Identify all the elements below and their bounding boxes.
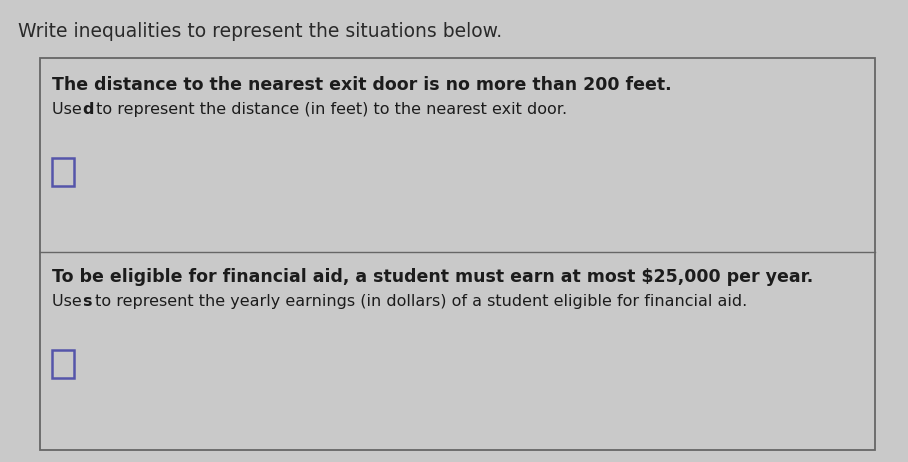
Text: to represent the yearly earnings (in dollars) of a student eligible for financia: to represent the yearly earnings (in dol…	[90, 294, 747, 309]
Text: to represent the distance (in feet) to the nearest exit door.: to represent the distance (in feet) to t…	[91, 102, 568, 117]
Bar	[40, 58, 875, 450]
Bar	[52, 158, 74, 186]
Text: To be eligible for financial aid, a student must earn at most $25,000 per year.: To be eligible for financial aid, a stud…	[52, 268, 814, 286]
Text: Use: Use	[52, 102, 87, 117]
Text: The distance to the nearest exit door is no more than 200 feet.: The distance to the nearest exit door is…	[52, 76, 672, 94]
Text: Use: Use	[52, 294, 87, 309]
Text: Write inequalities to represent the situations below.: Write inequalities to represent the situ…	[18, 22, 502, 41]
Text: d: d	[82, 102, 94, 117]
Text: s: s	[82, 294, 92, 309]
Bar	[52, 350, 74, 378]
